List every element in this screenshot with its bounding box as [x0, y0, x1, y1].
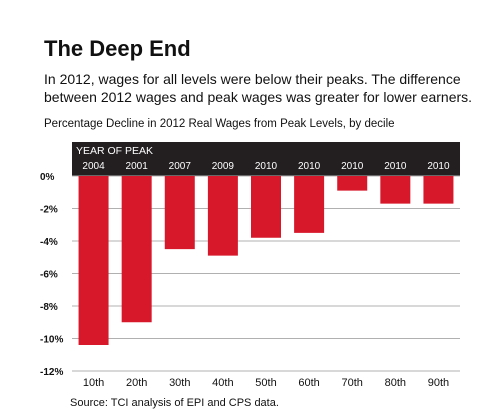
year-of-peak-label: YEAR OF PEAK — [76, 145, 153, 157]
peak-year-label: 2010 — [384, 161, 407, 172]
peak-year-label: 2007 — [169, 161, 192, 172]
bar — [337, 176, 368, 191]
x-tick-label: 10th — [83, 377, 104, 389]
bar — [251, 176, 281, 238]
x-tick-label: 90th — [428, 377, 449, 389]
bar — [207, 176, 238, 256]
x-tick-label: 60th — [298, 377, 319, 389]
y-tick-label: -12% — [40, 367, 63, 378]
y-axis-tick-labels: 0% -2% -4% -6% -8% -10% -12% — [40, 172, 63, 378]
bar — [423, 176, 454, 204]
peak-year-label: 2001 — [126, 161, 149, 172]
chart-subtitle: In 2012, wages for all levels were below… — [44, 71, 473, 105]
bar — [164, 176, 195, 250]
year-of-peak-band-bg — [72, 142, 460, 176]
peak-year-label: 2010 — [341, 161, 364, 172]
bars — [78, 176, 454, 345]
source-note: Source: TCI analysis of EPI and CPS data… — [70, 397, 279, 409]
y-tick-label: 0% — [40, 172, 55, 183]
x-tick-label: 80th — [385, 377, 406, 389]
y-tick-label: -2% — [40, 205, 58, 216]
bar — [78, 176, 109, 345]
x-tick-label: 50th — [255, 377, 276, 389]
peak-year-label: 2010 — [427, 161, 450, 172]
peak-year-label: 2004 — [82, 161, 105, 172]
x-tick-label: 20th — [126, 377, 147, 389]
chart-heading: Percentage Decline in 2012 Real Wages fr… — [44, 118, 395, 130]
bar — [380, 176, 411, 204]
bar — [121, 176, 152, 323]
bar — [294, 176, 325, 233]
x-tick-label: 40th — [212, 377, 233, 389]
y-tick-label: -6% — [40, 270, 58, 281]
year-of-peak-band: YEAR OF PEAK 2004 2001 2007 2009 2010 2010 2010… — [72, 142, 460, 176]
peak-year-label: 2009 — [212, 161, 235, 172]
x-axis-tick-labels: 10th 20th 30th 40th 50th 60th 70th 80th 90th — [83, 377, 449, 389]
y-tick-label: -4% — [40, 237, 58, 248]
y-tick-label: -10% — [40, 335, 63, 346]
y-tick-label: -8% — [40, 302, 58, 313]
chart-title: The Deep End — [44, 36, 191, 61]
peak-year-label: 2010 — [298, 161, 321, 172]
x-tick-label: 30th — [169, 377, 190, 389]
peak-year-label: 2010 — [255, 161, 278, 172]
x-tick-label: 70th — [342, 377, 363, 389]
